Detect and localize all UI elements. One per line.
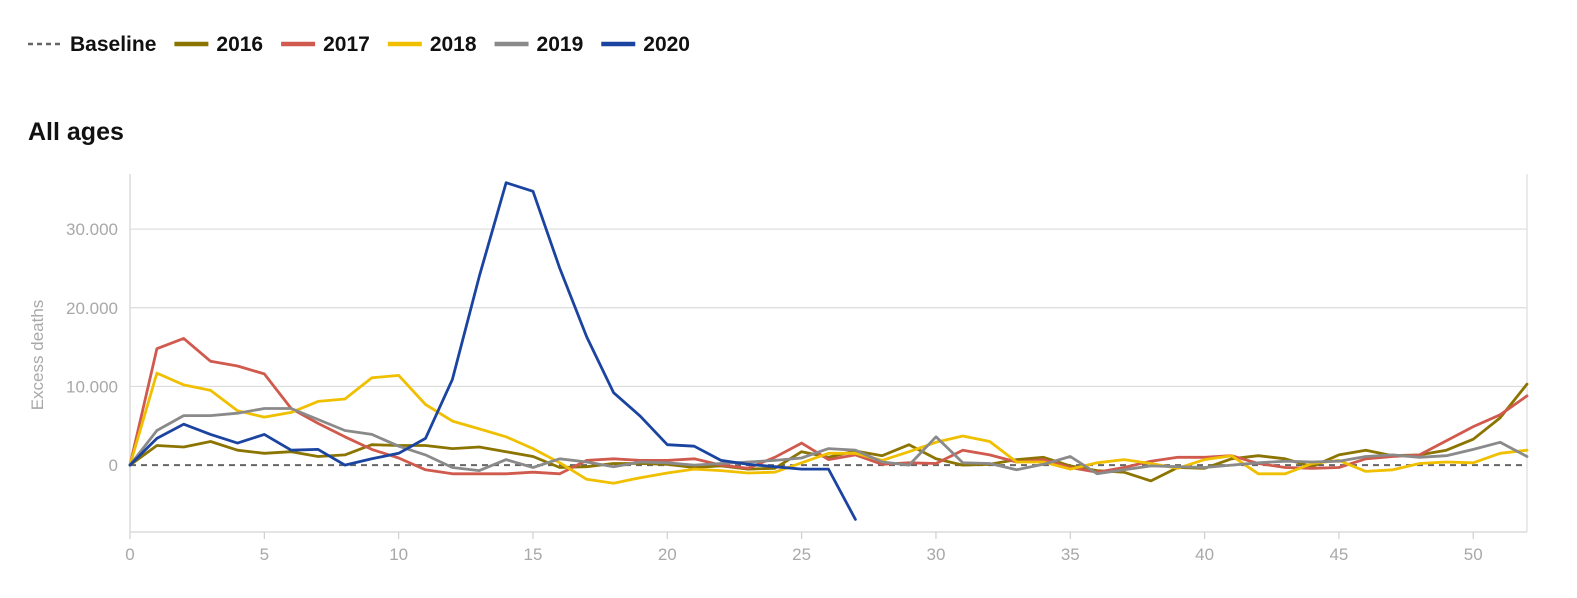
x-tick-label: 40 xyxy=(1195,545,1214,564)
legend-item-2017[interactable]: 2017 xyxy=(281,33,370,56)
x-tick-label: 35 xyxy=(1061,545,1080,564)
series-line-2019 xyxy=(128,407,1529,476)
plot-area xyxy=(128,181,1529,521)
x-tick-label: 10 xyxy=(389,545,408,564)
legend-item-2020[interactable]: 2020 xyxy=(601,33,690,56)
y-tick-label: 20.000 xyxy=(66,299,118,318)
x-tick-label: 50 xyxy=(1464,545,1483,564)
x-tick-label: 15 xyxy=(524,545,543,564)
x-tick-label: 45 xyxy=(1329,545,1348,564)
y-axis-label: Excess deaths xyxy=(28,300,47,411)
x-tick-label: 20 xyxy=(658,545,677,564)
legend-label: 2016 xyxy=(216,33,263,56)
legend-item-2019[interactable]: 2019 xyxy=(494,33,584,56)
legend-label: 2020 xyxy=(643,33,690,56)
legend-label: 2019 xyxy=(537,33,584,56)
x-tick-label: 0 xyxy=(125,545,134,564)
series-line-2020 xyxy=(128,181,857,521)
legend-item-Baseline[interactable]: Baseline xyxy=(28,33,156,56)
series-line-2018 xyxy=(128,371,1529,485)
y-tick-label: 10.000 xyxy=(66,377,118,396)
legend-label: Baseline xyxy=(70,33,156,56)
legend-label: 2018 xyxy=(430,33,477,56)
y-tick-label: 0 xyxy=(109,456,118,475)
x-tick-label: 30 xyxy=(927,545,946,564)
legend-label: 2017 xyxy=(323,33,370,56)
legend-item-2018[interactable]: 2018 xyxy=(387,33,477,56)
y-axis: 0 10.000 20.000 30.000 xyxy=(66,220,118,475)
series-line-2017 xyxy=(128,336,1529,476)
x-axis: 0 5 10 15 20 25 30 35 40 45 50 xyxy=(125,532,1483,564)
legend: Baseline 2016 2017 2018 2019 2020 xyxy=(28,33,690,56)
y-tick-label: 30.000 xyxy=(66,220,118,239)
legend-item-2016[interactable]: 2016 xyxy=(174,33,263,56)
grid-lines xyxy=(129,174,1528,533)
x-tick-label: 25 xyxy=(792,545,811,564)
chart-title: All ages xyxy=(28,118,124,146)
x-tick-label: 5 xyxy=(260,545,269,564)
